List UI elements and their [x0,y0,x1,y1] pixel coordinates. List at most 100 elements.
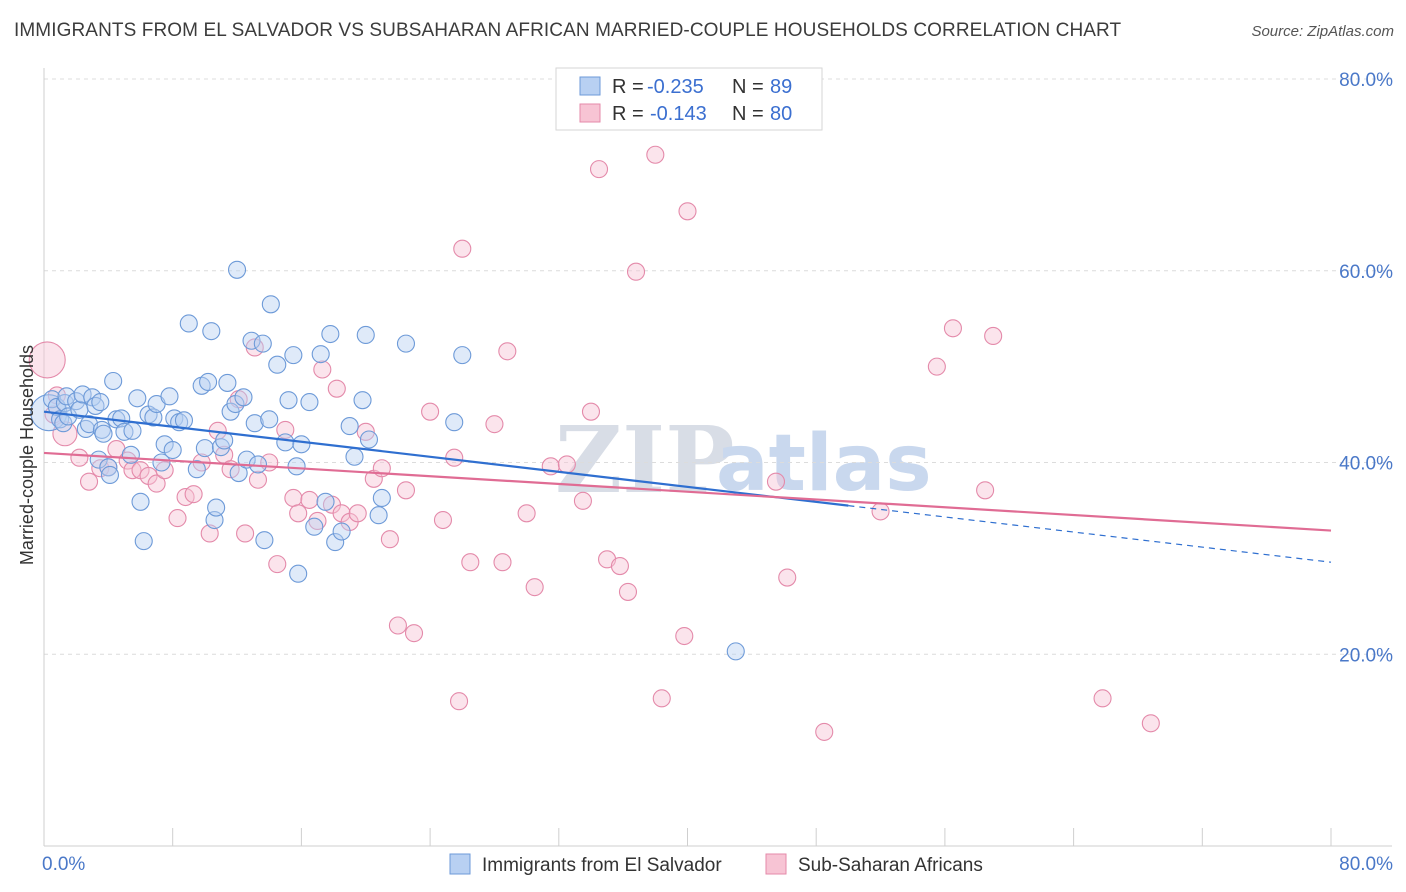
data-point-el-salvador [356,325,375,345]
data-point-sub-saharan [300,490,319,509]
trend-lines [43,410,1332,563]
data-point-el-salvador [321,324,340,344]
y-tick-label: 80.0% [1339,70,1393,91]
data-point-el-salvador [253,334,272,353]
legend-r-value-2: -0.143 [650,103,707,125]
data-point-el-salvador [234,388,253,407]
data-point-el-salvador [261,295,280,314]
data-point-sub-saharan [778,568,797,587]
data-point-el-salvador [160,387,179,406]
data-point-sub-saharan [28,341,66,379]
data-point-el-salvador [76,419,95,438]
data-point-el-salvador [353,391,372,410]
data-point-sub-saharan [589,160,609,179]
legend-n-label-2: N = [732,103,764,125]
legend-r-label-1: R = [612,76,644,98]
data-point-sub-saharan [236,524,255,543]
bottom-legend-label-blue: Immigrants from El Salvador [482,855,722,876]
data-point-el-salvador [332,522,351,541]
data-point-sub-saharan [646,145,665,164]
data-point-sub-saharan [421,402,440,421]
data-point-el-salvador [152,453,171,472]
trend-line-el-salvador [43,410,849,507]
data-point-el-salvador [372,488,391,508]
data-point-sub-saharan [678,202,697,221]
gridlines [44,78,1392,655]
data-point-el-salvador [242,331,261,350]
data-point-el-salvador [179,314,198,333]
legend-n-value-2: 80 [770,103,792,125]
data-point-el-salvador [300,393,319,412]
data-point-el-salvador [284,346,303,365]
data-point-el-salvador [276,433,295,452]
data-point-sub-saharan [284,488,303,508]
axes [43,68,1392,847]
data-point-sub-saharan [348,504,367,523]
data-point-el-salvador [726,642,745,661]
data-point-sub-saharan [184,485,203,504]
correlation-legend: R = -0.235 N = 89 R = -0.143 N = 80 [555,67,823,131]
data-point-sub-saharan [380,530,399,549]
data-point-sub-saharan [445,448,464,467]
data-point-sub-saharan [517,504,536,523]
data-point-sub-saharan [1141,714,1160,733]
trend-line-el-salvador-extension [848,505,1332,563]
data-point-sub-saharan [675,626,694,646]
data-point-el-salvador [134,532,153,551]
series-el-salvador [30,260,745,661]
data-point-el-salvador [121,445,140,464]
data-point-sub-saharan [147,474,166,493]
data-point-el-salvador [91,393,110,412]
data-point-sub-saharan [581,402,601,421]
source-label: Source: ZipAtlas.com [1251,23,1394,40]
data-point-sub-saharan [289,504,308,523]
data-point-el-salvador [218,373,237,392]
legend-swatch-blue [579,76,601,96]
y-tick-label: 60.0% [1339,262,1393,283]
data-point-sub-saharan [388,616,407,635]
data-point-el-salvador [396,334,416,353]
bottom-legend-swatch-blue [449,853,471,875]
data-point-sub-saharan [943,319,962,338]
data-point-el-salvador [99,458,118,477]
data-point-el-salvador [163,440,182,460]
data-point-el-salvador [202,322,221,341]
data-point-sub-saharan [79,472,99,491]
legend-r-value-1: -0.235 [647,76,704,98]
data-point-sub-saharan [976,481,995,500]
data-point-sub-saharan [498,342,517,361]
data-point-el-salvador [345,447,364,466]
legend-n-value-1: 89 [770,76,792,98]
data-point-el-salvador [195,439,214,458]
bottom-legend-swatch-pink [765,853,787,875]
data-point-sub-saharan [984,326,1003,345]
data-point-sub-saharan [573,491,592,510]
chart-title: IMMIGRANTS FROM EL SALVADOR VS SUBSAHARA… [14,20,1122,41]
trend-line-sub-saharan [43,451,1332,532]
data-point-el-salvador [279,391,298,410]
data-point-sub-saharan [557,455,576,474]
data-point-sub-saharan [652,689,671,708]
data-point-el-salvador [260,410,279,429]
data-point-sub-saharan [1093,689,1112,708]
data-point-sub-saharan [618,582,638,601]
data-point-sub-saharan [485,415,504,434]
data-point-el-salvador [305,517,324,536]
data-point-el-salvador [326,533,345,552]
bottom-legend-label-pink: Sub-Saharan Africans [798,855,983,876]
data-point-el-salvador [94,424,113,443]
data-point-el-salvador [245,414,264,433]
data-point-sub-saharan [200,524,219,543]
series-sub-saharan-africans [28,145,1160,741]
data-point-sub-saharan [927,357,946,376]
data-point-el-salvador [359,430,379,449]
data-point-sub-saharan [815,722,834,741]
data-point-sub-saharan [461,553,480,572]
x-tick-label-max: 80.0% [1339,854,1393,875]
y-axis-label: Married-couple Households [17,345,37,565]
data-point-sub-saharan [396,481,416,500]
watermark-zip: ZIP [555,406,734,514]
data-point-sub-saharan [871,502,890,521]
legend-n-label-1: N = [732,76,764,98]
